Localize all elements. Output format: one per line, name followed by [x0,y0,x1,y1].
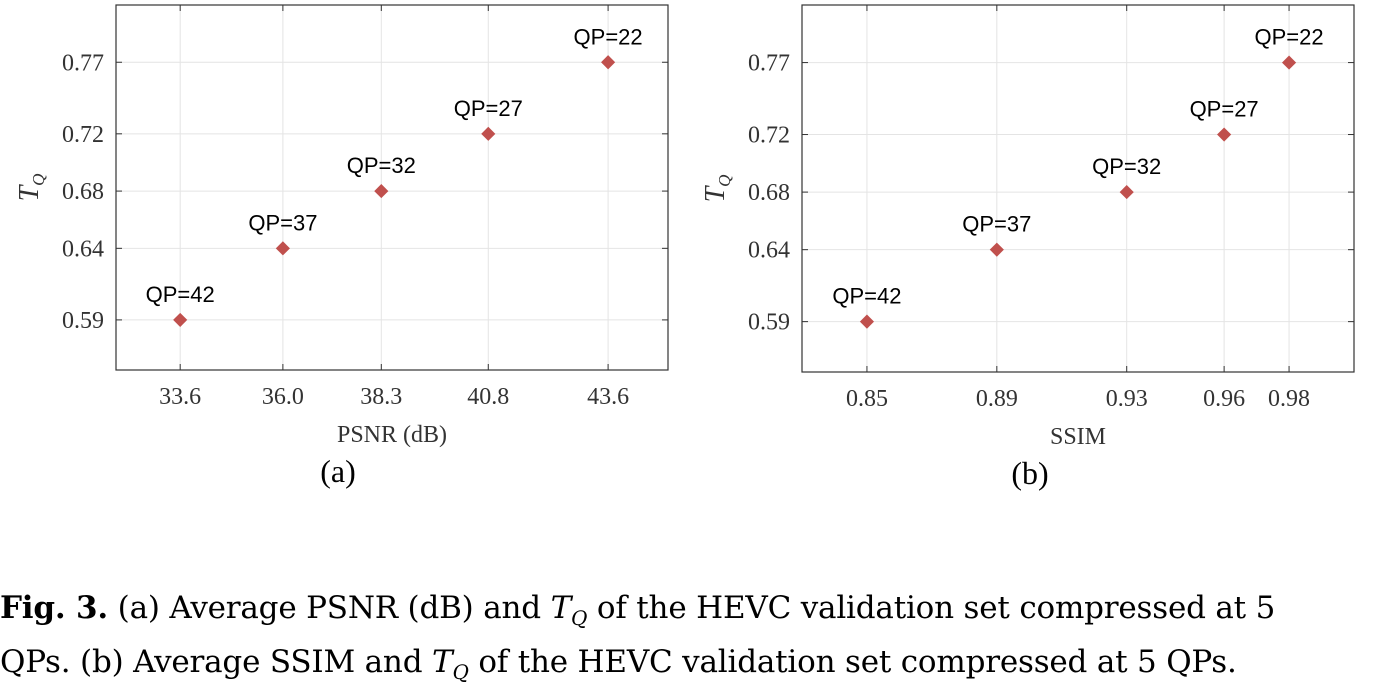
x-tick-label: 0.98 [1268,386,1310,412]
y-axis-title: TQ [14,174,48,202]
caption-text-2: of the HEVC validation set compressed at… [587,590,1276,626]
y-axis-symbol: T [700,184,731,202]
x-tick-label: 36.0 [262,384,304,410]
x-tick-label: 38.3 [360,384,402,410]
caption-text-3: QPs. (b) Average SSIM and [0,644,432,681]
data-point [481,126,496,141]
y-axis-title: TQ [700,175,734,203]
y-tick-label: 0.72 [62,122,104,148]
y-tick-label: 0.77 [748,51,790,77]
caption-line-1: Fig. 3. (a) Average PSNR (dB) and TQ of … [0,586,1384,640]
x-tick-label: 0.89 [976,386,1018,412]
chart-b: 0.85 0.89 0.93 0.96 0.98 0.59 0.64 0.68 0.72 0.77… [700,4,1355,491]
y-tick-label: 0.64 [62,236,104,262]
data-point [601,55,616,70]
data-point [859,314,875,329]
x-tick-label: 40.8 [467,384,509,410]
figure-caption: Fig. 3. (a) Average PSNR (dB) and TQ of … [0,586,1384,694]
x-tick-label: 33.6 [159,384,201,410]
caption-symbol-2: T [432,644,453,681]
data-point-label: QP=37 [962,212,1031,237]
data-point [1217,127,1232,142]
y-tick-label: 0.64 [748,238,790,264]
data-point [275,241,290,256]
caption-symbol-sub-1: Q [571,606,588,631]
y-tick-label: 0.77 [62,50,104,76]
plot-frame [801,4,1355,373]
data-point-label: QP=42 [146,282,215,307]
subfigure-caption: (b) [1011,455,1048,491]
y-axis-symbol-sub: Q [715,175,734,187]
data-point-label: QP=27 [454,96,523,121]
data-point [1119,185,1134,200]
caption-symbol-1: T [550,590,572,626]
y-tick-label: 0.59 [748,310,790,336]
plot-frame [115,4,669,371]
chart-a: 33.6 36.0 38.3 40.8 43.6 0.59 0.64 0.68 0.72 0.77… [14,4,669,489]
caption-text-4: of the HEVC validation set compressed at… [468,644,1237,681]
caption-label: Fig. 3. [0,590,109,626]
x-tick-label: 0.96 [1203,386,1245,412]
data-point-label: QP=32 [1092,154,1161,179]
y-tick-label: 0.68 [748,180,790,206]
y-tick-label: 0.72 [748,123,790,149]
x-tick-label: 0.93 [1106,386,1148,412]
y-tick-label: 0.68 [62,179,104,205]
x-axis-title: SSIM [1050,424,1106,450]
data-point [989,242,1004,257]
caption-line-2: QPs. (b) Average SSIM and TQ of the HEVC… [0,640,1384,694]
data-point-label: QP=32 [347,153,416,178]
y-axis-symbol-sub: Q [29,174,48,186]
data-point-label: QP=27 [1190,97,1259,122]
x-axis-title: PSNR (dB) [337,422,447,448]
caption-symbol-sub-2: Q [452,660,469,685]
y-axis-title-text: TQ [700,175,734,203]
data-point [173,312,188,327]
subfigure-caption: (a) [320,453,356,489]
y-axis-symbol: T [14,183,45,201]
data-point-label: QP=42 [832,284,901,309]
y-axis-title-text: TQ [14,174,48,202]
x-tick-label: 43.6 [587,384,629,410]
data-point-label: QP=22 [574,24,643,49]
data-point-label: QP=37 [248,210,317,235]
y-tick-label: 0.59 [62,308,104,334]
data-point [374,184,389,199]
caption-text-1: (a) Average PSNR (dB) and [108,590,551,626]
data-point-label: QP=22 [1255,25,1324,50]
data-point [1281,55,1297,70]
x-tick-label: 0.85 [846,386,888,412]
